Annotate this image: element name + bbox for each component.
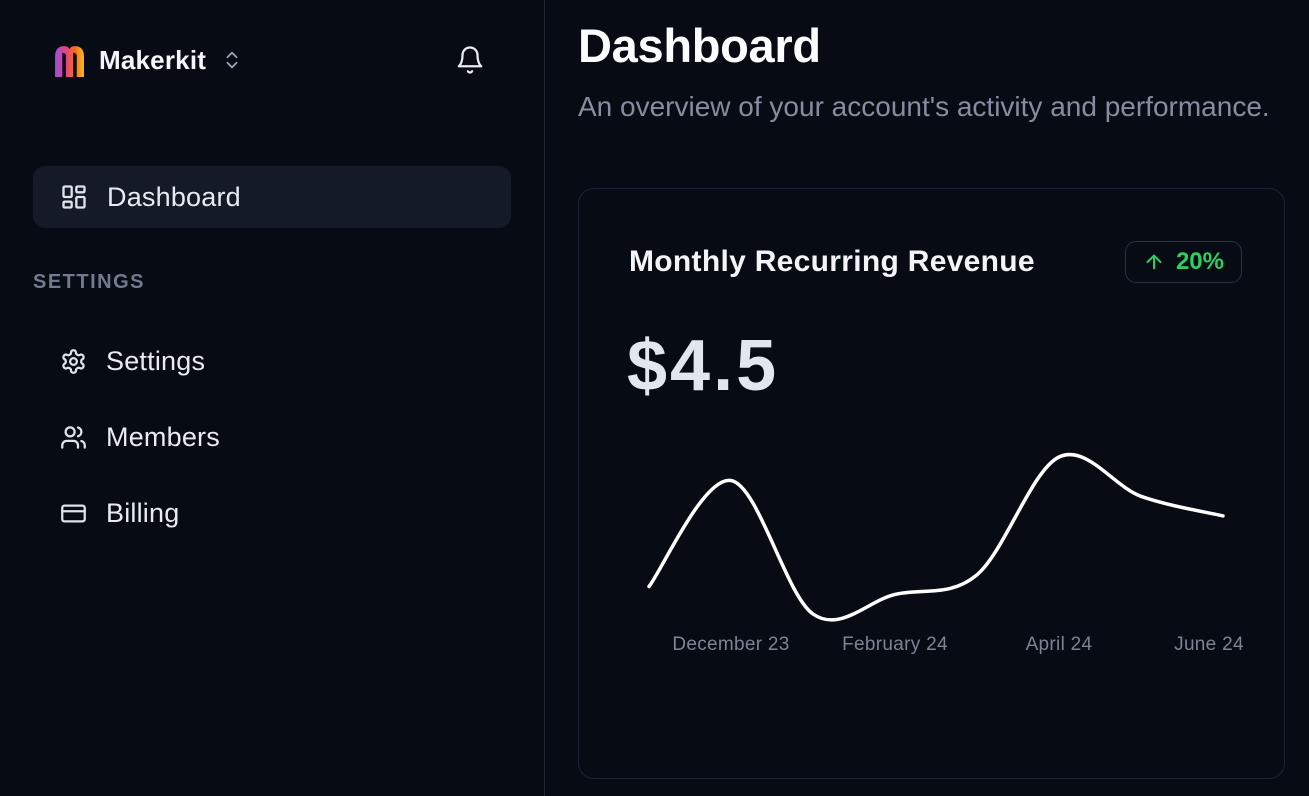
sidebar-item-label: Members <box>106 421 220 452</box>
sidebar-section-label: SETTINGS <box>33 271 146 293</box>
mrr-card-title: Monthly Recurring Revenue <box>629 245 1035 278</box>
mrr-card-header: Monthly Recurring Revenue 20% <box>629 241 1242 283</box>
gear-icon <box>60 348 87 375</box>
users-icon <box>60 424 87 451</box>
mrr-card: Monthly Recurring Revenue 20% $4.5 Decem… <box>578 188 1285 779</box>
sidebar-item-settings[interactable]: Settings <box>33 330 511 392</box>
arrow-up-icon <box>1143 251 1165 273</box>
sidebar-item-label: Settings <box>106 345 206 376</box>
trend-value: 20% <box>1175 248 1224 275</box>
x-axis-tick: February 24 <box>842 634 948 655</box>
x-axis-tick: April 24 <box>1026 634 1093 655</box>
dashboard-icon <box>60 183 88 211</box>
sidebar-item-billing[interactable]: Billing <box>33 482 511 544</box>
sidebar: Makerkit Dashboa <box>0 0 545 796</box>
workspace-selector[interactable]: Makerkit <box>55 44 243 77</box>
bell-icon <box>455 45 485 75</box>
workspace-name: Makerkit <box>99 44 207 75</box>
x-axis-tick: June 24 <box>1174 634 1244 655</box>
sidebar-item-label: Dashboard <box>107 181 241 212</box>
chevrons-up-down-icon <box>221 49 243 71</box>
notifications-button[interactable] <box>453 43 487 77</box>
makerkit-logo <box>55 44 84 77</box>
sidebar-item-label: Billing <box>106 497 180 528</box>
x-axis-tick: December 23 <box>672 634 789 655</box>
sidebar-item-members[interactable]: Members <box>33 406 511 468</box>
mrr-amount: $4.5 <box>627 326 780 406</box>
mrr-chart: December 23 February 24 April 24 June 24 <box>647 452 1244 655</box>
page-subtitle: An overview of your account's activity a… <box>578 91 1270 122</box>
page-title: Dashboard <box>578 19 821 72</box>
trend-badge: 20% <box>1124 241 1242 283</box>
mrr-line <box>647 452 1225 622</box>
sidebar-item-dashboard[interactable]: Dashboard <box>33 166 511 228</box>
sidebar-header: Makerkit <box>55 38 487 82</box>
credit-card-icon <box>60 500 87 527</box>
